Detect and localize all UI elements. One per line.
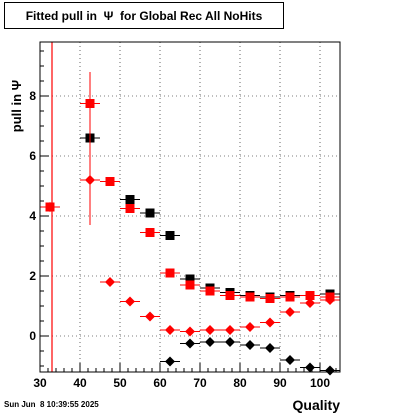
x-tick-label: 40 [73,376,87,390]
data-point-square [225,291,235,300]
x-tick-label: 80 [233,376,247,390]
data-point-diamond [225,337,235,347]
data-point-square [125,204,135,213]
x-tick-label: 100 [310,376,330,390]
chart-title-box: Fitted pull in Ψ for Global Rec All NoHi… [4,2,284,29]
data-point-square [185,274,195,284]
x-tick-label: 70 [193,376,207,390]
data-point-square [145,208,155,218]
timestamp: Sun Jun 8 10:39:55 2025 [4,400,99,409]
data-point-square [285,292,295,302]
data-point-square [245,292,255,302]
data-point-square [145,228,155,237]
data-point-diamond [205,337,215,347]
data-point-diamond [85,175,95,185]
data-point-diamond [265,343,275,353]
data-point-diamond [285,307,295,317]
data-point-diamond [285,355,295,365]
data-point-square [265,294,275,303]
x-axis-label: Quality [293,397,341,413]
data-point-diamond [225,325,235,335]
y-tick-label: 6 [29,149,36,163]
y-tick-label: 4 [29,209,36,223]
data-point-diamond [145,311,155,322]
data-point-diamond [165,356,175,367]
data-point-diamond [245,340,255,350]
y-axis-label: pull in Ψ [9,80,24,132]
data-point-square [125,195,135,204]
data-point-square [165,231,175,240]
data-point-square [85,99,95,108]
x-tick-label: 60 [153,376,167,390]
data-point-diamond [305,298,315,308]
x-tick-label: 50 [113,376,127,390]
data-point-square [105,177,115,186]
x-tick-label: 90 [273,376,287,390]
data-point-diamond [105,277,115,287]
data-point-diamond [325,295,335,305]
data-point-diamond [125,296,135,307]
data-point-diamond [305,362,315,373]
data-point-diamond [185,326,195,337]
plot-frame [39,41,341,373]
y-tick-label: 8 [29,89,36,103]
data-point-diamond [325,365,335,376]
data-point-square [185,280,195,290]
data-point-diamond [265,317,275,328]
data-point-diamond [185,338,195,349]
data-point-square [305,291,315,300]
series-3 [40,135,340,337]
data-point-square [165,268,175,278]
data-point-diamond [45,202,55,212]
plot-area [40,42,340,372]
data-point-diamond [245,322,255,332]
x-tick-label: 30 [33,376,47,390]
y-tick-label: 2 [29,269,36,283]
data-point-diamond [205,325,215,335]
chart-title: Fitted pull in Ψ for Global Rec All NoHi… [25,9,263,23]
data-point-square [205,286,215,296]
data-point-diamond [165,325,175,335]
y-tick-label: 0 [29,329,36,343]
series-2 [160,337,340,376]
